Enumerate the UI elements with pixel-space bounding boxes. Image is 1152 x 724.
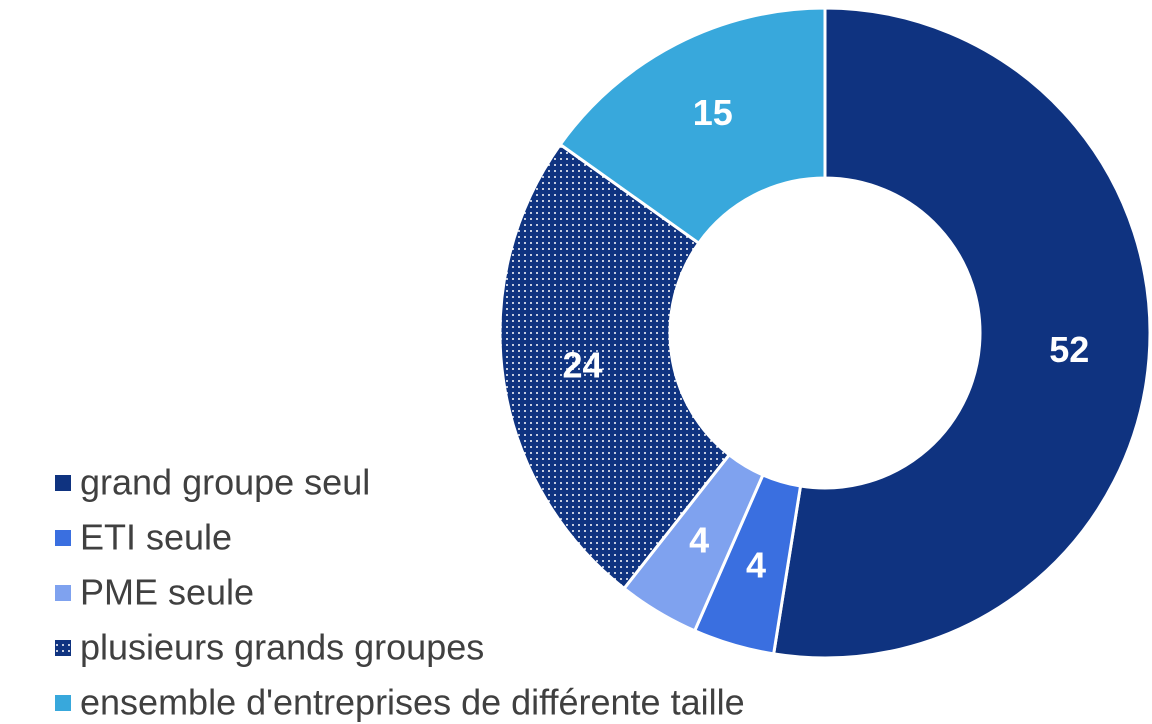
data-label: 52: [1049, 329, 1089, 370]
donut-segment: [498, 142, 732, 591]
legend-swatch: [55, 695, 71, 711]
legend-label: grand groupe seul: [80, 462, 370, 503]
legend-label: plusieurs grands groupes: [80, 627, 484, 668]
legend-label: PME seule: [80, 572, 254, 613]
data-label: 24: [562, 344, 602, 385]
data-label: 15: [693, 92, 733, 133]
legend-swatch: [55, 640, 71, 656]
data-label: 4: [746, 545, 766, 586]
donut-segment: [771, 6, 1152, 660]
data-label: 4: [689, 520, 709, 561]
legend-swatch: [55, 475, 71, 491]
donut-segment: [558, 6, 827, 246]
legend-label: ensemble d'entreprises de différente tai…: [80, 682, 745, 723]
legend-swatch: [55, 530, 71, 546]
legend-swatch: [55, 585, 71, 601]
legend-label: ETI seule: [80, 517, 232, 558]
